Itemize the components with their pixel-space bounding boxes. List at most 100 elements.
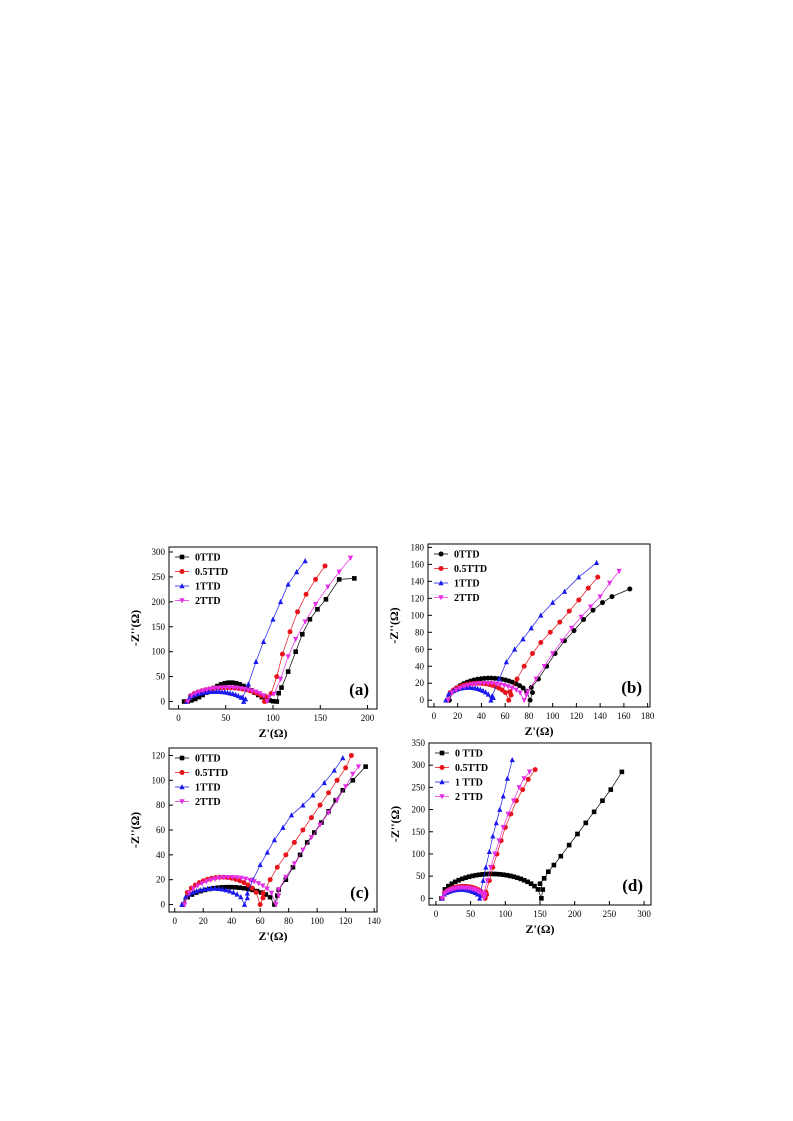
data-point xyxy=(323,597,329,602)
data-point xyxy=(533,676,539,682)
legend-label: 2TTD xyxy=(195,797,221,808)
data-point xyxy=(216,875,223,881)
data-point xyxy=(283,852,289,858)
data-point xyxy=(512,646,518,652)
legend: 0TTD 0.5TTD 1TTD 2TTD xyxy=(175,754,228,808)
data-point xyxy=(267,894,273,900)
x-tick-label: 40 xyxy=(227,916,237,926)
y-tick-label: 180 xyxy=(411,542,425,552)
y-axis-label: -Z''(Ω) xyxy=(388,806,402,842)
data-point xyxy=(504,872,510,878)
data-point xyxy=(237,885,242,891)
data-point xyxy=(304,840,310,845)
data-point xyxy=(452,879,458,885)
data-point xyxy=(449,690,455,696)
data-point xyxy=(576,597,582,603)
data-point xyxy=(343,765,349,771)
series-2ttd xyxy=(185,555,354,705)
data-point xyxy=(257,861,263,868)
data-point xyxy=(190,889,196,895)
data-point xyxy=(525,689,531,695)
data-point xyxy=(595,574,601,580)
data-point xyxy=(313,576,319,582)
x-axis-label: Z'(Ω) xyxy=(525,724,554,738)
data-point xyxy=(496,838,502,844)
data-point xyxy=(291,861,297,867)
data-point xyxy=(189,698,194,703)
data-point xyxy=(348,752,354,758)
data-point xyxy=(566,842,572,848)
series-0-ttd xyxy=(439,769,625,901)
legend-marker xyxy=(438,551,444,557)
data-point xyxy=(493,681,499,687)
data-point xyxy=(477,872,482,878)
data-point xyxy=(257,691,263,697)
data-point xyxy=(288,812,295,818)
y-tick-label: 120 xyxy=(152,750,166,760)
data-point xyxy=(497,872,503,877)
data-point xyxy=(336,577,342,582)
data-point xyxy=(274,864,280,870)
data-point xyxy=(223,685,229,691)
data-point xyxy=(483,871,489,877)
data-point xyxy=(241,901,248,907)
legend-marker xyxy=(438,566,444,571)
data-point xyxy=(234,875,240,881)
data-point xyxy=(192,696,198,702)
data-point xyxy=(277,676,284,682)
data-point xyxy=(224,884,229,890)
data-point xyxy=(315,607,320,612)
data-point xyxy=(443,697,449,703)
data-point xyxy=(541,663,547,670)
data-point xyxy=(197,887,203,893)
data-point xyxy=(238,686,244,692)
x-tick-label: 250 xyxy=(603,909,617,919)
legend-marker xyxy=(179,598,185,604)
data-point xyxy=(285,669,291,674)
data-point xyxy=(312,830,317,835)
data-point xyxy=(218,682,224,687)
x-tick-label: 80 xyxy=(524,711,534,721)
data-point xyxy=(195,883,201,889)
data-point xyxy=(520,787,526,793)
data-point xyxy=(505,684,511,690)
plot-frame xyxy=(427,543,651,708)
data-point xyxy=(569,625,575,631)
data-point xyxy=(179,901,185,907)
data-point xyxy=(465,683,471,689)
y-tick-label: 0 xyxy=(421,893,426,903)
data-point xyxy=(245,687,252,693)
data-point xyxy=(518,876,524,882)
data-point xyxy=(201,886,207,892)
data-point xyxy=(505,811,511,817)
legend-marker xyxy=(439,794,445,800)
y-tick-label: 300 xyxy=(412,760,426,770)
data-point xyxy=(507,689,513,695)
data-point xyxy=(257,902,263,908)
data-point xyxy=(204,687,210,693)
data-point xyxy=(205,885,211,891)
data-point xyxy=(480,877,486,883)
data-point xyxy=(237,682,243,687)
data-point xyxy=(484,878,490,884)
data-point xyxy=(578,614,584,620)
y-tick-label: 200 xyxy=(152,597,166,607)
data-point xyxy=(334,797,340,804)
data-point xyxy=(445,697,451,704)
x-tick-label: 140 xyxy=(593,711,607,721)
x-axis-label: Z'(Ω) xyxy=(526,922,555,936)
data-point xyxy=(247,877,253,883)
data-point xyxy=(627,586,633,592)
series-line xyxy=(184,766,359,906)
data-point xyxy=(550,599,556,605)
data-point xyxy=(277,598,284,605)
y-tick-label: 100 xyxy=(411,610,425,620)
data-point xyxy=(470,873,475,879)
legend-label: 0 TTD xyxy=(455,749,483,760)
x-tick-label: 0 xyxy=(176,713,181,723)
data-point xyxy=(537,881,543,886)
x-axis-label: Z'(Ω) xyxy=(259,726,288,740)
data-point xyxy=(521,877,527,883)
data-point xyxy=(571,628,577,634)
data-point xyxy=(551,862,557,868)
